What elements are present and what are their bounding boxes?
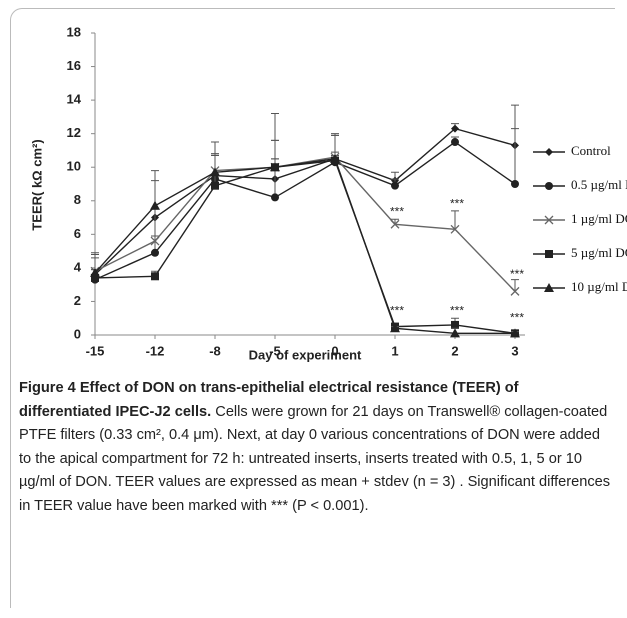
y-tick-label: 2 (74, 293, 81, 308)
legend-label: 5 µg/ml DON (571, 245, 627, 260)
legend-marker (545, 182, 553, 190)
data-point (451, 320, 459, 329)
legend-marker (544, 215, 554, 225)
series-line (94, 141, 516, 281)
data-point (210, 167, 220, 177)
x-axis-label: Day of experiment (249, 347, 362, 362)
legend-marker (545, 148, 553, 156)
data-point (451, 124, 459, 133)
data-point (150, 236, 160, 246)
error-bar (511, 279, 519, 292)
data-point (511, 180, 519, 188)
annotation: *** (390, 304, 404, 318)
y-tick-label: 10 (67, 159, 81, 174)
caption: Figure 4 Effect of DON on trans-epitheli… (19, 377, 614, 518)
x-tick-label: -15 (86, 343, 105, 358)
error-bar (451, 210, 459, 230)
data-point (330, 153, 340, 163)
y-tick-label: 12 (67, 125, 81, 140)
data-point (151, 272, 159, 281)
x-tick-label: -8 (209, 343, 221, 358)
data-point (90, 267, 100, 277)
series-line (94, 159, 516, 335)
annotation: *** (510, 267, 524, 281)
data-point (390, 323, 400, 333)
legend-label: 1 µg/ml DON (571, 211, 627, 226)
x-tick-label: 3 (511, 343, 518, 358)
series-line (94, 156, 516, 292)
data-point (390, 219, 400, 229)
legend-marker (544, 283, 554, 292)
legend-label: Control (571, 143, 611, 158)
chart: TEER( kΩ cm²) Day of experiment 02468101… (29, 24, 627, 362)
data-point (150, 200, 160, 210)
error-bar (511, 128, 519, 184)
y-tick-label: 6 (74, 226, 81, 241)
y-axis-label: TEER( kΩ cm²) (29, 139, 44, 230)
annotation: *** (450, 304, 464, 318)
annotation: *** (450, 196, 464, 210)
caption-title: Figure 4 Effect of DON on trans-epitheli… (19, 380, 519, 420)
data-point (450, 328, 460, 338)
data-point (91, 273, 99, 282)
y-tick-label: 8 (74, 192, 81, 207)
x-tick-label: -5 (269, 343, 281, 358)
series-line (94, 158, 515, 335)
data-point (211, 181, 219, 190)
y-tick-label: 16 (67, 58, 81, 73)
legend-marker (545, 250, 553, 258)
figure-frame (10, 8, 615, 608)
y-tick-label: 18 (67, 24, 81, 39)
caption-text: Cells were grown for 21 days on Transwel… (19, 403, 611, 514)
data-point (510, 328, 520, 338)
data-point (451, 138, 459, 147)
series-line (94, 127, 516, 276)
annotation: *** (390, 205, 404, 219)
data-point (391, 181, 399, 190)
y-tick-label: 14 (67, 92, 82, 107)
x-tick-label: 1 (391, 343, 398, 358)
legend-label: 10 µg/ml DON (571, 279, 627, 294)
annotation: *** (510, 310, 524, 324)
data-point (510, 286, 520, 296)
data-point (450, 224, 460, 234)
legend-label: 0.5 µg/ml DON (571, 177, 627, 192)
data-point (271, 193, 279, 202)
x-tick-label: 0 (331, 343, 338, 358)
data-point (151, 248, 159, 257)
data-point (270, 162, 280, 172)
x-tick-label: -12 (146, 343, 165, 358)
x-tick-label: 2 (451, 343, 458, 358)
y-tick-label: 0 (74, 326, 81, 341)
y-tick-label: 4 (74, 259, 82, 274)
